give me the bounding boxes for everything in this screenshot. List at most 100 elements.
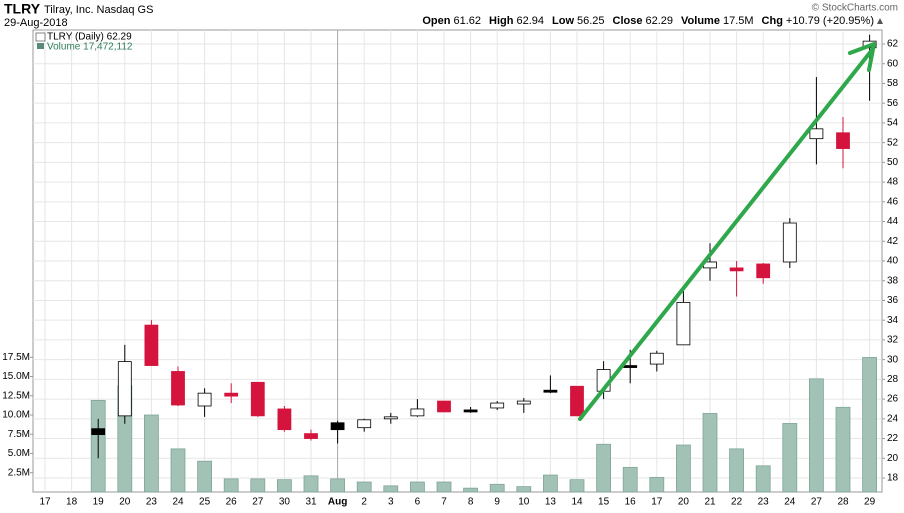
volume-bar (250, 478, 266, 493)
y-tick-label: 48 (887, 177, 899, 188)
volume-bar (303, 475, 319, 493)
info-value: 17.5M (723, 15, 754, 27)
volume-bar (702, 413, 718, 493)
volume-bar (223, 478, 239, 493)
info-value: 61.62 (453, 15, 481, 27)
candle-body (623, 365, 638, 368)
y-tick-label: 22 (887, 433, 899, 444)
candle-body (117, 361, 132, 417)
grid (33, 30, 882, 492)
date: 29-Aug-2018 (4, 17, 68, 29)
y-tick-label: 34 (887, 315, 899, 326)
x-tick-label: 3 (388, 497, 394, 508)
x-tick-label: 21 (704, 497, 716, 508)
candles (91, 34, 877, 459)
volume-bar (649, 476, 665, 493)
y-tick-label: 18 (887, 473, 899, 484)
y-tick-label: 20 (887, 453, 899, 464)
candle-body (437, 400, 451, 413)
volume-bar (383, 485, 399, 493)
candle-body (543, 389, 558, 393)
y-tick-label: 26 (887, 394, 899, 405)
x-tick-label: 27 (252, 497, 264, 508)
y2-tick-label: 12.5M (2, 390, 30, 401)
volume-bar (755, 465, 771, 493)
info-label: High (489, 15, 514, 27)
volume-bar (782, 423, 798, 493)
candle-body (570, 385, 584, 417)
info-value: +10.79 (+20.95%) (786, 15, 874, 27)
x-tick-label: 2 (361, 497, 367, 508)
info-value: 62.29 (646, 15, 674, 27)
y-tick-label: 56 (887, 98, 899, 109)
trend-arrow (578, 48, 874, 421)
volume-bar (516, 486, 532, 493)
candle-body (383, 416, 398, 420)
info-label: Low (552, 15, 574, 27)
y2-tick-label: 5.0M (8, 448, 30, 459)
y2-tick-label: 2.5M (8, 467, 30, 478)
candle-body (756, 263, 771, 279)
y-tick-label: 46 (887, 196, 899, 207)
candle-body (782, 222, 797, 263)
y-tick-label: 52 (887, 137, 899, 148)
candle-body (463, 409, 478, 413)
x-tick-label: 23 (146, 497, 158, 508)
volume-bar (835, 406, 851, 493)
x-tick-label: 24 (784, 497, 796, 508)
candle-body (490, 402, 505, 409)
y-tick-label: 54 (887, 118, 899, 129)
legend-volume-icon (37, 43, 44, 49)
y-tick-label: 62 (887, 39, 899, 50)
legend-price: TLRY (Daily) 62.29 (47, 32, 132, 43)
legend-icon (35, 32, 46, 42)
company: Tilray, Inc. Nasdaq GS (44, 4, 153, 16)
up-indicator (877, 18, 883, 24)
volume-bar (809, 378, 824, 493)
x-tick-label: 6 (415, 497, 421, 508)
candle-body (197, 392, 212, 407)
volume-bar (862, 357, 877, 493)
volume-bar (676, 444, 691, 493)
volume-bar (330, 478, 346, 493)
y-tick-label: 40 (887, 256, 899, 267)
volume-bar (569, 479, 585, 493)
volume-bar (409, 481, 425, 493)
candle-body (144, 324, 159, 366)
x-tick-label: 16 (625, 497, 637, 508)
y2-tick-label: 17.5M (2, 352, 30, 363)
x-tick-label: 8 (468, 497, 474, 508)
info-value: 62.94 (516, 15, 544, 27)
volume-bar (356, 481, 372, 493)
x-tick-label: 17 (39, 497, 51, 508)
legend-volume: Volume 17,472,112 (47, 42, 133, 53)
x-tick-label: 25 (199, 497, 211, 508)
y-tick-label: 28 (887, 374, 899, 385)
info-value: 56.25 (577, 15, 605, 27)
volume-bar (170, 448, 186, 493)
info-label: Chg (762, 15, 783, 27)
y2-tick-label: 15.0M (2, 371, 30, 382)
y-tick-label: 60 (887, 58, 899, 69)
candle-body (250, 381, 265, 417)
x-tick-label: 17 (651, 497, 663, 508)
x-tick-label: 7 (441, 497, 447, 508)
x-tick-label: 20 (678, 497, 690, 508)
copyright: © StockCharts.com (812, 3, 898, 14)
candle-body (836, 132, 850, 149)
x-tick-label: 18 (66, 497, 78, 508)
x-tick-label: 23 (758, 497, 770, 508)
x-tick-label: 24 (172, 497, 184, 508)
x-tick-label: 20 (119, 497, 131, 508)
volume-bars (90, 357, 877, 493)
y-tick-label: 44 (887, 216, 899, 227)
candle-body (224, 392, 239, 397)
x-tick-label: Aug (328, 497, 347, 508)
x-tick-label: 31 (305, 497, 317, 508)
y-tick-label: 24 (887, 413, 899, 424)
candle-body (410, 408, 425, 417)
y-tick-label: 38 (887, 275, 899, 286)
x-tick-label: 26 (226, 497, 238, 508)
